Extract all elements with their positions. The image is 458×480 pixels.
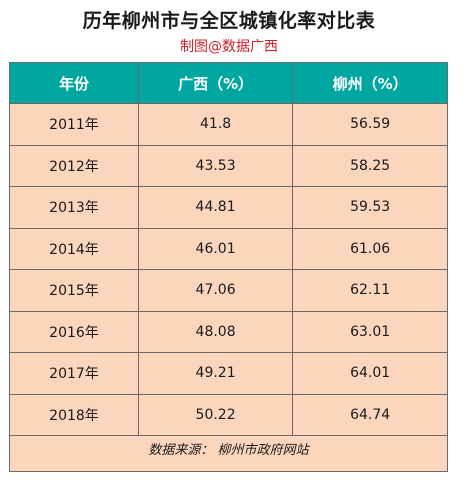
header-guangxi: 广西（%） [137,63,293,104]
table-row: 2018年 50.22 64.74 [10,394,447,436]
cell-guangxi: 49.21 [137,352,293,395]
cell-year: 2011年 [10,103,139,146]
table-row: 2014年 46.01 61.06 [10,228,447,270]
cell-liuzhou: 62.11 [292,269,447,312]
header-year: 年份 [10,63,139,104]
cell-guangxi: 46.01 [137,228,293,270]
table-row: 2015年 47.06 62.11 [10,269,447,312]
table-row: 2012年 43.53 58.25 [10,145,447,187]
cell-year: 2013年 [10,186,139,229]
header-liuzhou: 柳州（%） [292,63,447,104]
cell-year: 2015年 [10,269,139,312]
cell-year: 2017年 [10,352,139,395]
data-source-note: 数据来源： 柳州市政府网站 [148,443,309,458]
cell-liuzhou: 64.74 [292,394,447,436]
cell-liuzhou: 64.01 [292,352,447,395]
cell-liuzhou: 59.53 [292,186,447,229]
cell-year: 2014年 [10,228,139,270]
table-row: 2017年 49.21 64.01 [10,352,447,395]
table-title: 历年柳州市与全区城镇化率对比表 [82,10,376,32]
header-row: 年份 广西（%） 柳州（%） [10,63,447,104]
cell-year: 2016年 [10,311,139,353]
cell-guangxi: 47.06 [137,269,293,312]
comparison-table: 年份 广西（%） 柳州（%） 2011年 41.8 56.59 2012年 43… [9,62,448,472]
cell-liuzhou: 63.01 [292,311,447,353]
cell-liuzhou: 61.06 [292,228,447,270]
cell-guangxi: 48.08 [137,311,293,353]
cell-guangxi: 44.81 [137,186,293,229]
cell-year: 2018年 [10,394,139,436]
cell-liuzhou: 56.59 [292,103,447,146]
cell-guangxi: 43.53 [137,145,293,187]
table-row: 2013年 44.81 59.53 [10,186,447,229]
cell-guangxi: 50.22 [137,394,293,436]
table-subtitle: 制图@数据广西 [180,39,278,55]
table-row: 2011年 41.8 56.59 [10,103,447,146]
table-row: 2016年 48.08 63.01 [10,311,447,353]
cell-year: 2012年 [10,145,139,187]
cell-guangxi: 41.8 [137,103,293,146]
cell-liuzhou: 58.25 [292,145,447,187]
